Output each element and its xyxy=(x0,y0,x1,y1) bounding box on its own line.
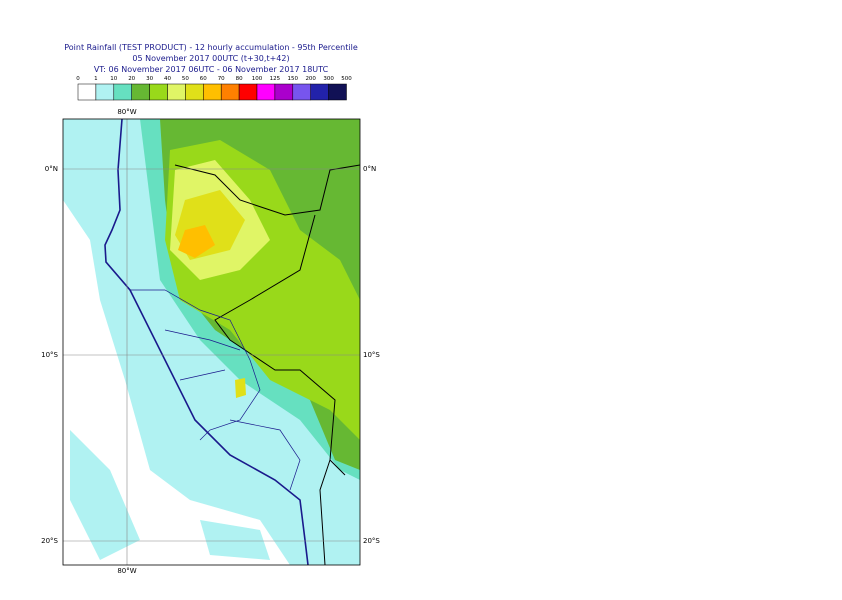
legend-swatch xyxy=(131,83,150,101)
legend-swatch xyxy=(167,83,186,101)
legend-swatch xyxy=(185,83,204,101)
legend-label: 500 xyxy=(341,76,352,82)
legend-label: 20 xyxy=(128,76,135,82)
legend-swatch xyxy=(149,83,168,101)
lat-label: 0°N xyxy=(45,165,58,173)
legend: 0 1 10 20 30 40 50 60 70 80 100 125 150 200 300 500 xyxy=(76,76,352,101)
legend-swatch xyxy=(328,83,347,101)
legend-label: 150 xyxy=(288,76,299,82)
legend-label: 0 xyxy=(76,76,80,82)
legend-swatch xyxy=(77,83,97,101)
legend-swatch xyxy=(256,83,276,101)
legend-swatch xyxy=(274,83,294,101)
legend-label: 60 xyxy=(200,76,207,82)
lon-label: 80°W xyxy=(117,567,136,575)
title: Point Rainfall (TEST PRODUCT) - 12 hourl… xyxy=(64,43,358,52)
rainfall-field xyxy=(63,119,360,565)
legend-label: 1 xyxy=(94,76,98,82)
lat-label: 10°S xyxy=(41,351,58,359)
lat-label: 10°S xyxy=(363,351,380,359)
lat-label: 20°S xyxy=(41,537,58,545)
legend-label: 125 xyxy=(270,76,281,82)
legend-swatch xyxy=(310,83,329,101)
legend-label: 100 xyxy=(252,76,263,82)
legend-label: 50 xyxy=(182,76,189,82)
legend-label: 200 xyxy=(305,76,316,82)
map-lines xyxy=(63,119,360,565)
legend-label: 10 xyxy=(110,76,117,82)
legend-swatch xyxy=(203,83,222,101)
legend-swatch xyxy=(95,83,115,101)
lat-label: 20°S xyxy=(363,537,380,545)
legend-label: 80 xyxy=(236,76,243,82)
legend-label: 70 xyxy=(218,76,225,82)
legend-swatch xyxy=(238,83,258,101)
valid-time: VT: 06 November 2017 06UTC - 06 November… xyxy=(94,65,329,74)
legend-swatch xyxy=(292,83,311,101)
legend-swatch xyxy=(220,83,240,101)
map-frame xyxy=(62,118,361,566)
legend-label: 40 xyxy=(164,76,171,82)
lon-label: 80°W xyxy=(117,108,136,116)
legend-label: 30 xyxy=(146,76,153,82)
lat-label: 0°N xyxy=(363,165,376,173)
legend-swatch xyxy=(113,83,132,101)
legend-label: 300 xyxy=(323,76,334,82)
base-time: 05 November 2017 00UTC (t+30,t+42) xyxy=(132,54,289,63)
